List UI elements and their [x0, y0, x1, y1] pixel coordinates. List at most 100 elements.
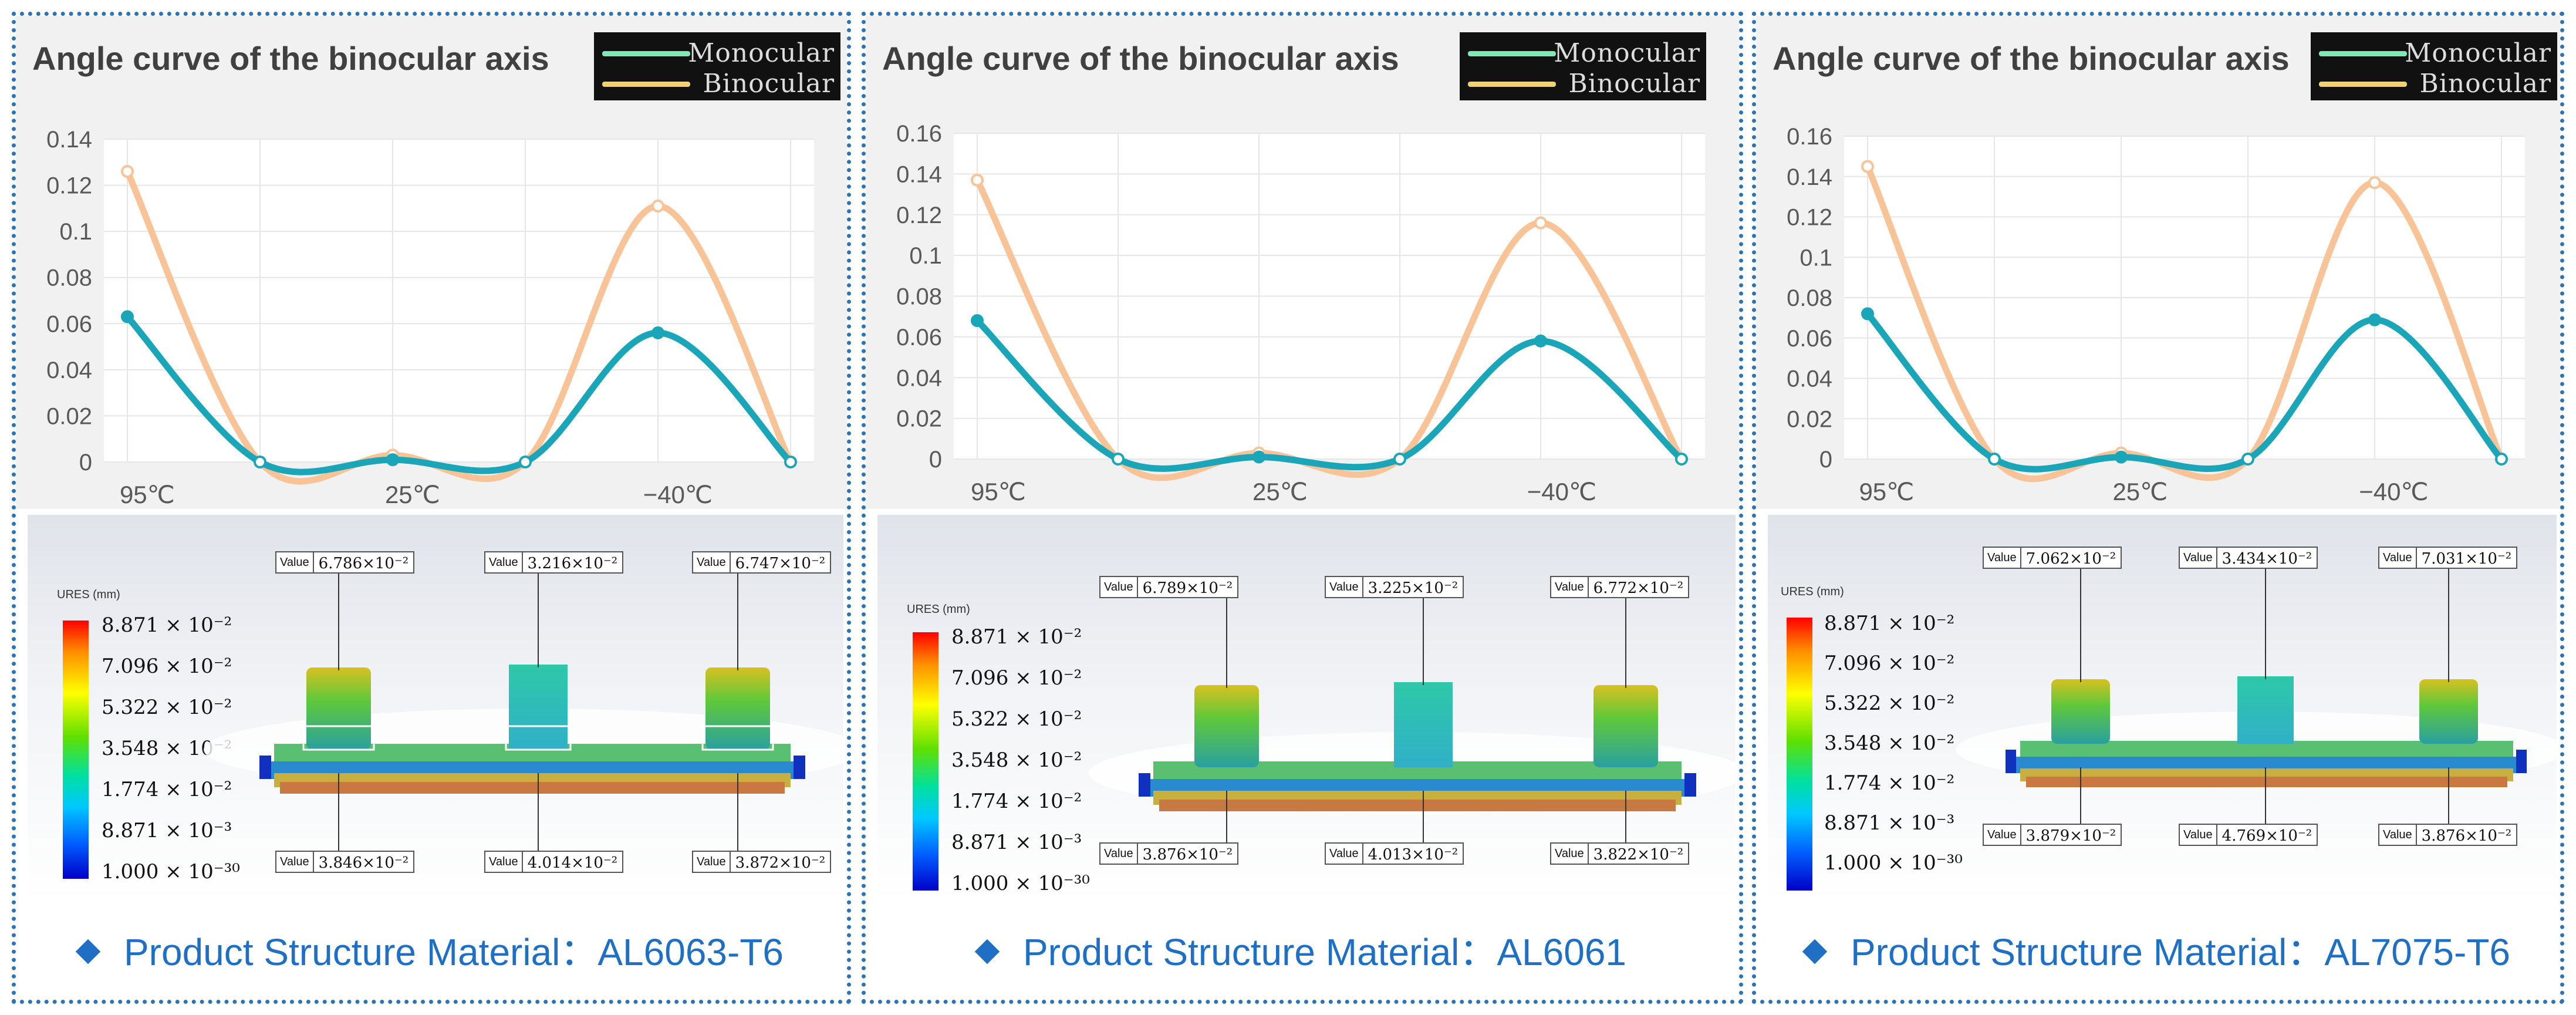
legend-swatch-monocular: [1468, 51, 1556, 56]
material-caption: Product Structure Material：AL6063-T6: [16, 922, 847, 976]
y-tick-label: 0.16: [896, 121, 942, 147]
value-text: 3.434×10⁻²: [2221, 550, 2312, 568]
value-tag: Value: [2379, 825, 2417, 845]
legend-label-binocular: Binocular: [2419, 69, 2551, 99]
y-tick-label: 0.1: [1800, 245, 1832, 271]
x-tick-label: 95℃: [971, 478, 1026, 505]
colorbar-label: 3.548 × 10⁻²: [951, 748, 1082, 772]
value-box-bottom-right: Value 3.876×10⁻²: [2378, 824, 2518, 846]
chart-title: Angle curve of the binocular axis: [1773, 40, 2290, 77]
y-tick-label: 0.04: [896, 365, 942, 391]
series-line-monocular: [974, 317, 1685, 472]
value-box-top-left: Value 7.062×10⁻²: [1983, 547, 2122, 569]
colorbar-label: 3.548 × 10⁻²: [1824, 731, 1955, 755]
model-render: [1089, 586, 1736, 842]
value-box-bottom-center: Value 4.769×10⁻²: [2179, 824, 2318, 846]
chart-legend: Monocular Binocular: [1460, 32, 1706, 100]
y-tick-label: 0.04: [1787, 366, 1832, 392]
y-tick-label: 0: [79, 450, 92, 476]
colorbar-label: 7.096 × 10⁻²: [1824, 652, 1955, 675]
y-tick-label: 0.02: [46, 403, 92, 429]
data-point-monocular: [1988, 453, 2001, 466]
chart-title: Angle curve of the binocular axis: [32, 40, 549, 77]
value-text: 7.062×10⁻²: [2025, 550, 2116, 568]
colorbar-label: 1.000 × 10⁻³⁰: [1824, 851, 1963, 875]
data-point-monocular: [254, 456, 266, 468]
legend-swatch-binocular: [2319, 82, 2407, 87]
series-line-monocular: [124, 313, 794, 476]
value-box-bottom-left: Value 3.846×10⁻²: [275, 851, 415, 873]
data-point-binocular: [2368, 176, 2381, 190]
colorbar-label: 7.096 × 10⁻²: [951, 666, 1082, 690]
legend-label-monocular: Monocular: [2405, 38, 2551, 68]
series-line-monocular: [1864, 311, 2505, 473]
data-point-monocular: [121, 310, 134, 323]
legend-label-monocular: Monocular: [688, 38, 835, 68]
colorbar-label: 8.871 × 10⁻³: [951, 831, 1082, 854]
data-point-monocular: [1534, 334, 1547, 348]
panel-al6061: Angle curve of the binocular axis Monocu…: [862, 12, 1743, 1004]
line-chart: 0 0.02 0.04 0.06 0.08 0.1 0.12 0.14 95℃ 25℃ −40℃: [46, 127, 814, 508]
value-text: 4.769×10⁻²: [2221, 827, 2312, 845]
value-box-top-center: Value 3.216×10⁻²: [484, 551, 624, 574]
colorbar-label: 8.871 × 10⁻³: [1824, 811, 1955, 835]
y-tick-label: 0.08: [1787, 285, 1832, 311]
value-text: 3.216×10⁻²: [527, 555, 618, 572]
value-text: 3.225×10⁻²: [1368, 579, 1459, 597]
colorbar: [1787, 618, 1812, 891]
colorbar-label: 1.000 × 10⁻³⁰: [102, 860, 240, 884]
material-label: Product Structure Material：AL6063-T6: [123, 931, 784, 973]
line-chart: 0 0.02 0.04 0.06 0.08 0.1 0.12 0.14 0.16 95℃ 25℃ −4…: [1787, 124, 2525, 505]
value-box-top-right: Value 6.747×10⁻²: [692, 551, 832, 574]
value-tag: Value: [485, 552, 523, 572]
diamond-bullet-icon: [1802, 939, 1828, 965]
value-tag: Value: [276, 852, 314, 872]
value-tag: Value: [1984, 548, 2021, 568]
data-point-binocular: [971, 173, 984, 187]
data-point-monocular: [2115, 450, 2128, 464]
colorbar-label: 8.871 × 10⁻²: [102, 613, 232, 637]
legend-label-monocular: Monocular: [1554, 38, 1700, 68]
value-tag: Value: [1551, 844, 1589, 864]
value-tag: Value: [693, 852, 731, 872]
value-tag: Value: [276, 552, 314, 572]
colorbar-label: 5.322 × 10⁻²: [1824, 692, 1955, 715]
colorbar: [63, 621, 89, 879]
colorbar-label: 5.322 × 10⁻²: [951, 707, 1082, 731]
value-text: 6.772×10⁻²: [1593, 579, 1684, 597]
simulation-image: URES (mm) 8.871 × 10⁻² 7.096 × 10⁻² 5.32…: [877, 515, 1736, 902]
colorbar: [913, 632, 938, 891]
colorbar-label: 1.774 × 10⁻²: [951, 790, 1082, 813]
y-tick-label: 0.12: [896, 203, 942, 228]
model-render: [1956, 568, 2557, 824]
y-tick-label: 0: [1819, 447, 1832, 473]
y-tick-label: 0.06: [46, 311, 92, 337]
x-tick-label: −40℃: [643, 481, 713, 508]
material-caption: Product Structure Material：AL6061: [866, 922, 1739, 976]
value-box-bottom-right: Value 3.822×10⁻²: [1550, 842, 1690, 865]
value-box-bottom-left: Value 3.876×10⁻²: [1099, 842, 1239, 865]
chart-title: Angle curve of the binocular axis: [882, 40, 1399, 77]
value-tag: Value: [1100, 577, 1138, 597]
value-tag: Value: [693, 552, 731, 572]
y-tick-label: 0: [929, 447, 942, 473]
x-tick-label: 25℃: [1252, 478, 1308, 505]
series-line-binocular: [1864, 163, 2505, 482]
panel-al7075: Angle curve of the binocular axis Monocu…: [1752, 12, 2564, 1004]
legend-item-monocular: Monocular: [2311, 38, 2557, 68]
value-text: 6.747×10⁻²: [735, 555, 826, 572]
legend-item-monocular: Monocular: [594, 38, 840, 68]
value-box-top-center: Value 3.434×10⁻²: [2179, 547, 2318, 569]
y-tick-label: 0.08: [896, 284, 942, 310]
legend-label-binocular: Binocular: [703, 69, 835, 99]
value-tag: Value: [1984, 825, 2021, 845]
data-point-monocular: [2495, 453, 2508, 466]
colorbar-label: 1.000 × 10⁻³⁰: [951, 872, 1090, 895]
legend-item-monocular: Monocular: [1460, 38, 1706, 68]
value-text: 3.876×10⁻²: [2421, 827, 2512, 845]
y-tick-label: 0.16: [1787, 124, 1832, 150]
value-text: 3.879×10⁻²: [2025, 827, 2116, 845]
data-point-monocular: [1112, 453, 1125, 466]
chart-legend: Monocular Binocular: [2311, 32, 2557, 100]
material-caption: Product Structure Material：AL7075-T6: [1756, 922, 2560, 976]
